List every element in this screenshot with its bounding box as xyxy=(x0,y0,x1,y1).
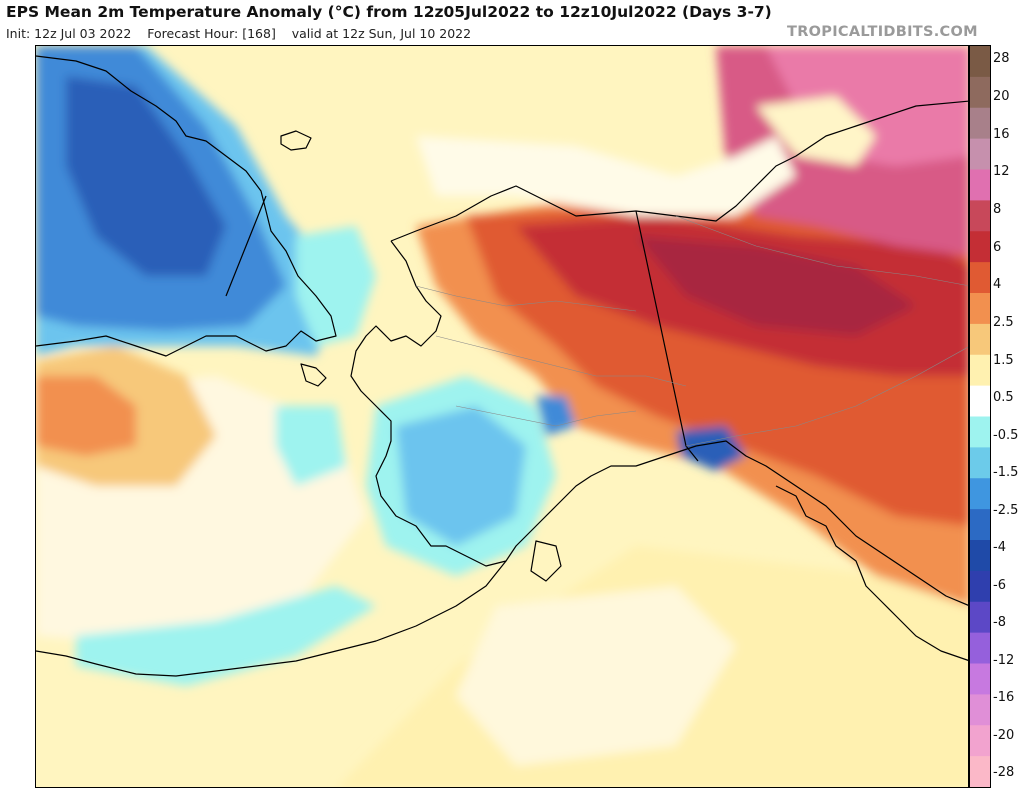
colorbar-swatch xyxy=(970,601,990,634)
anomaly-near-zero-gulf xyxy=(456,586,736,766)
colorbar-tick-label: 28 xyxy=(993,51,1010,66)
colorbar-swatch xyxy=(970,76,990,109)
coastline-st-lawrence-island xyxy=(300,363,327,387)
colorbar-swatch xyxy=(970,756,990,787)
colorbar-tick-label: 8 xyxy=(993,202,1002,217)
anomaly-pale-arctic xyxy=(756,96,876,166)
anomaly-white-beaufort xyxy=(416,136,796,216)
colorbar-swatch xyxy=(970,447,990,479)
colorbar-tick-label: -28 xyxy=(993,765,1015,780)
colorbar-swatch xyxy=(970,323,990,356)
colorbar-swatch xyxy=(970,385,990,418)
colorbar-tick-label: -1.5 xyxy=(993,465,1019,480)
anomaly-cyan-aleutians xyxy=(76,586,376,686)
coastlines xyxy=(36,55,968,677)
colorbar-swatch xyxy=(970,632,990,665)
colorbar-tick-label: 6 xyxy=(993,240,1002,255)
colorbar-swatch xyxy=(970,725,990,757)
coastline-alaska-peninsula-aleutians xyxy=(36,560,507,677)
colorbar-swatch xyxy=(970,293,990,325)
border-yukon-nwt xyxy=(675,215,968,286)
colorbar-swatch xyxy=(970,138,990,171)
colorbar-swatches xyxy=(970,46,990,787)
coastline-chukotka xyxy=(36,55,337,357)
colorbar-tick-label: 16 xyxy=(993,127,1010,142)
anomaly-cyan-strait xyxy=(296,226,376,346)
anomaly-light-pink-arctic xyxy=(766,46,968,166)
borough-line-middle xyxy=(435,335,687,387)
colorbar-tick-label: -6 xyxy=(993,578,1006,593)
colorbar-tick-label: 2.5 xyxy=(993,315,1014,330)
colorbar-swatch xyxy=(970,694,990,726)
anomaly-blue-southcentral xyxy=(536,396,576,436)
anomaly-blue-sw-alaska xyxy=(396,406,526,546)
border-canada-provinces xyxy=(685,346,968,447)
borough-line-north xyxy=(415,285,637,312)
brand-watermark: TROPICALTIDBITS.COM xyxy=(787,24,978,40)
coastline-north-slope xyxy=(390,100,968,242)
colorbar-swatch xyxy=(970,478,990,510)
coastline-kodiak-island xyxy=(530,540,562,582)
colorbar-tick-label: 20 xyxy=(993,89,1010,104)
colorbar-tick-label: 12 xyxy=(993,164,1010,179)
map-canvas xyxy=(36,46,968,787)
colorbar-tick-label: -2.5 xyxy=(993,503,1019,518)
map-title: EPS Mean 2m Temperature Anomaly (°C) fro… xyxy=(6,3,772,21)
colorbar-swatch xyxy=(970,46,990,78)
colorbar-tick-label: -12 xyxy=(993,653,1015,668)
colorbar-swatch xyxy=(970,509,990,541)
colorbar-tick-label: -16 xyxy=(993,690,1015,705)
borough-line-south xyxy=(455,405,637,427)
forecast-hour: Forecast Hour: [168] xyxy=(147,26,276,41)
colorbar xyxy=(969,45,991,788)
anomaly-dark-red-yukon xyxy=(636,236,916,336)
colorbar-tick-label: -0.5 xyxy=(993,428,1019,443)
anomaly-field xyxy=(36,46,968,787)
colorbar-swatch xyxy=(970,570,990,603)
colorbar-tick-label: -8 xyxy=(993,615,1006,630)
coastline-western-southern-alaska xyxy=(350,240,968,606)
init-time: Init: 12z Jul 03 2022 xyxy=(6,26,132,41)
colorbar-swatch xyxy=(970,107,990,140)
colorbar-swatch xyxy=(970,540,990,572)
colorbar-swatch xyxy=(970,262,990,294)
colorbar-tick-label: -20 xyxy=(993,728,1015,743)
anomaly-blue-siberia-core xyxy=(66,76,226,276)
colorbar-tick-label: 4 xyxy=(993,277,1002,292)
coastline-southeast-panhandle xyxy=(775,485,968,661)
colorbar-swatch xyxy=(970,169,990,201)
coastline-wrangel-island xyxy=(280,130,312,151)
colorbar-tick-label: 0.5 xyxy=(993,390,1014,405)
admin-boundaries xyxy=(415,215,968,447)
colorbar-labels: 28 20 16 12 8 6 4 2.5 1.5 0.5 -0.5 -1.5 -2.5 -4 -6 -8 -1… xyxy=(993,45,1024,788)
colorbar-swatch xyxy=(970,354,990,387)
colorbar-tick-label: -4 xyxy=(993,540,1006,555)
colorbar-swatch xyxy=(970,231,990,263)
anomaly-orange-west-core xyxy=(36,376,136,456)
anomaly-map xyxy=(35,45,969,788)
anomaly-cyan-bering xyxy=(276,406,346,486)
colorbar-swatch xyxy=(970,416,990,448)
valid-time: valid at 12z Sun, Jul 10 2022 xyxy=(291,26,472,41)
colorbar-swatch xyxy=(970,200,990,232)
border-chukotka xyxy=(225,195,267,297)
colorbar-tick-label: 1.5 xyxy=(993,353,1014,368)
colorbar-swatch xyxy=(970,663,990,695)
map-subtitle: Init: 12z Jul 03 2022 Forecast Hour: [16… xyxy=(6,26,471,41)
